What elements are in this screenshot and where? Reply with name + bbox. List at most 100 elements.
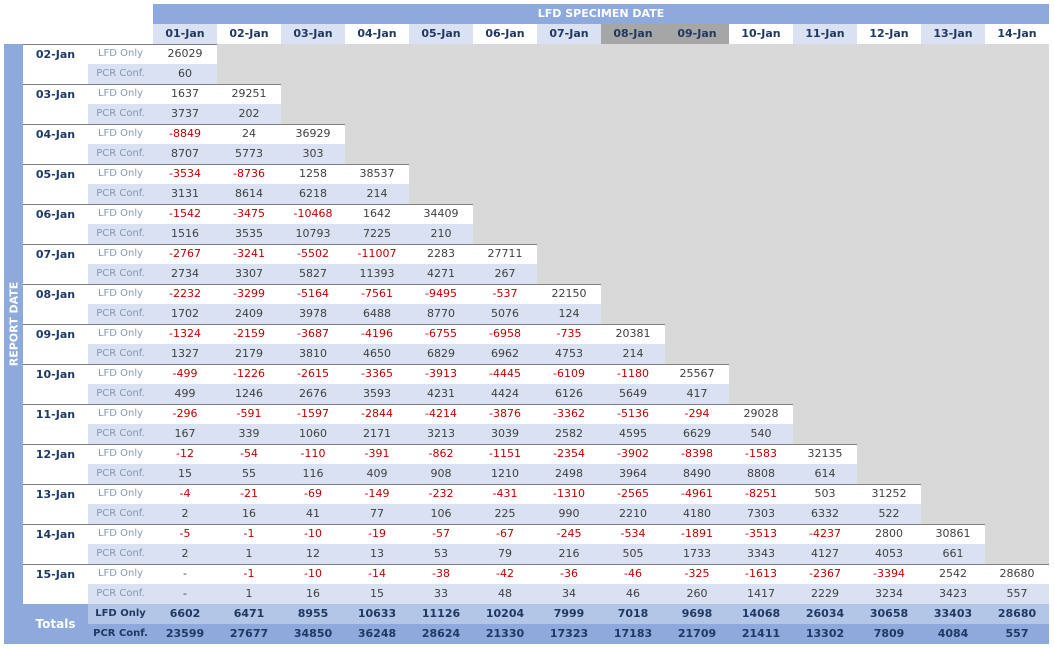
pcr-value-cell: 339 [217, 424, 281, 444]
pcr-value-cell: 46 [601, 584, 665, 604]
report-date-cell: 04-Jan [23, 124, 88, 164]
empty-cell [729, 124, 793, 164]
total-lfd-cell: 14068 [729, 604, 793, 624]
row-separator [23, 524, 985, 525]
empty-cell [985, 324, 1049, 364]
total-pcr-cell: 21411 [729, 624, 793, 644]
pcr-value-cell: 417 [665, 384, 729, 404]
empty-cell [857, 204, 921, 244]
lfd-value-cell: -3362 [537, 404, 601, 424]
empty-cell [665, 324, 729, 364]
lfd-value-cell: -36 [537, 564, 601, 584]
report-date-cell: 02-Jan [23, 44, 88, 84]
row-separator [23, 244, 537, 245]
report-date-text: REPORT DATE [7, 281, 20, 367]
empty-cell [985, 444, 1049, 484]
empty-cell [793, 124, 857, 164]
lfd-value-cell: 36929 [281, 124, 345, 144]
pcr-value-cell: 53 [409, 544, 473, 564]
empty-cell [857, 404, 921, 444]
empty-cell [793, 404, 857, 444]
report-date-cell: 11-Jan [23, 404, 88, 444]
lfd-value-cell: -6755 [409, 324, 473, 344]
pcr-value-cell: 16 [281, 584, 345, 604]
row-label-pcr: PCR Conf. [88, 584, 153, 604]
total-pcr-cell: 27677 [217, 624, 281, 644]
total-lfd-cell: 7999 [537, 604, 601, 624]
total-pcr-cell: 34850 [281, 624, 345, 644]
empty-cell [985, 524, 1049, 564]
pcr-value-cell: 3423 [921, 584, 985, 604]
lfd-value-cell: -1583 [729, 444, 793, 464]
empty-cell [537, 164, 601, 204]
pcr-value-cell: 3978 [281, 304, 345, 324]
empty-cell [665, 284, 729, 324]
empty-cell [665, 164, 729, 204]
lfd-value-cell: -3475 [217, 204, 281, 224]
column-header: 12-Jan [857, 24, 921, 44]
row-separator [23, 564, 1049, 565]
table-title: LFD SPECIMEN DATE [153, 4, 1049, 24]
pcr-value-cell: 6218 [281, 184, 345, 204]
empty-cell [857, 284, 921, 324]
pcr-value-cell: 1 [217, 584, 281, 604]
total-pcr-cell: 23599 [153, 624, 217, 644]
pcr-value-cell: 3343 [729, 544, 793, 564]
lfd-value-cell: -294 [665, 404, 729, 424]
total-pcr-cell: 36248 [345, 624, 409, 644]
lfd-value-cell: -8251 [729, 484, 793, 504]
row-label-pcr: PCR Conf. [88, 344, 153, 364]
row-label-lfd: LFD Only [88, 484, 153, 504]
lfd-value-cell: 26029 [153, 44, 217, 64]
row-label-lfd: LFD Only [88, 164, 153, 184]
pcr-value-cell: 6488 [345, 304, 409, 324]
empty-cell [793, 324, 857, 364]
column-header: 08-Jan [601, 24, 665, 44]
lfd-value-cell: -1597 [281, 404, 345, 424]
row-label-lfd: LFD Only [88, 284, 153, 304]
empty-cell [409, 164, 473, 204]
lfd-value-cell: 2542 [921, 564, 985, 584]
pcr-value-cell: 2498 [537, 464, 601, 484]
total-lfd-cell: 9698 [665, 604, 729, 624]
empty-cell [985, 484, 1049, 524]
pcr-value-cell: 2 [153, 544, 217, 564]
empty-cell [601, 284, 665, 324]
empty-cell [985, 44, 1049, 84]
pcr-value-cell: 1210 [473, 464, 537, 484]
lfd-value-cell: -232 [409, 484, 473, 504]
pcr-value-cell: 1060 [281, 424, 345, 444]
empty-cell [793, 44, 857, 84]
empty-cell [665, 44, 729, 84]
empty-cell [729, 244, 793, 284]
empty-cell [985, 364, 1049, 404]
total-lfd-cell: 8955 [281, 604, 345, 624]
pcr-value-cell: 1417 [729, 584, 793, 604]
lfd-value-cell: -5502 [281, 244, 345, 264]
row-separator [23, 164, 409, 165]
pcr-value-cell: 3213 [409, 424, 473, 444]
pcr-value-cell: 2 [153, 504, 217, 524]
row-separator [23, 84, 281, 85]
pcr-value-cell: 3737 [153, 104, 217, 124]
lfd-value-cell: -4214 [409, 404, 473, 424]
pcr-value-cell: 4127 [793, 544, 857, 564]
pcr-value-cell: 214 [345, 184, 409, 204]
empty-cell [537, 204, 601, 244]
pcr-value-cell: 124 [537, 304, 601, 324]
pcr-value-cell: 8770 [409, 304, 473, 324]
lfd-value-cell: -7561 [345, 284, 409, 304]
pcr-value-cell: 409 [345, 464, 409, 484]
column-header: 14-Jan [985, 24, 1049, 44]
empty-cell [537, 124, 601, 164]
pcr-value-cell: 6962 [473, 344, 537, 364]
total-pcr-cell: 17323 [537, 624, 601, 644]
lfd-value-cell: -391 [345, 444, 409, 464]
pcr-value-cell: 990 [537, 504, 601, 524]
total-lfd-cell: 30658 [857, 604, 921, 624]
column-header: 03-Jan [281, 24, 345, 44]
pcr-value-cell: 4053 [857, 544, 921, 564]
empty-cell [473, 84, 537, 124]
report-date-cell: 12-Jan [23, 444, 88, 484]
pcr-value-cell: 1 [217, 544, 281, 564]
